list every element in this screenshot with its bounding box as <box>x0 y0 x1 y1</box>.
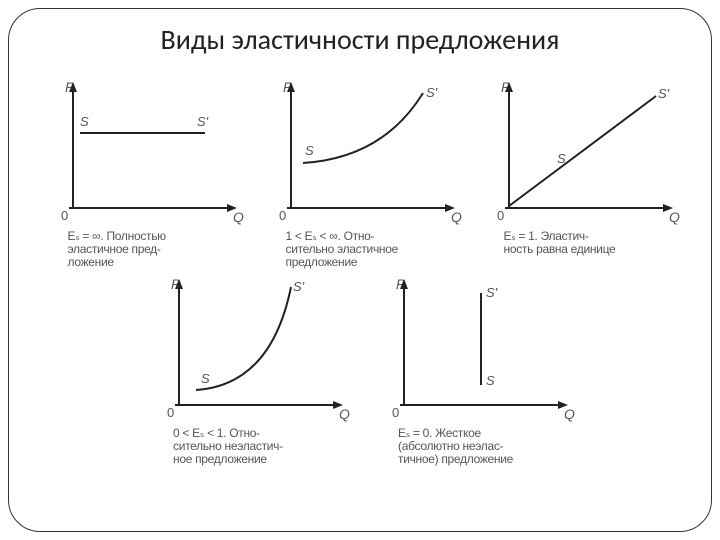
curve-end-label: S' <box>293 279 305 294</box>
x-axis-label: Q <box>564 406 575 422</box>
panel-perfectly-inelastic: P 0 Q S S' Eₛ = 0. Жесткое (абсолютно не… <box>386 275 581 466</box>
curve-end-label: S' <box>658 86 670 101</box>
curve-start-label: S <box>305 143 314 158</box>
panel-relatively-elastic: P 0 Q S S' 1 < Eₛ < ∞. Отно- сительно эл… <box>273 78 468 269</box>
origin-label: 0 <box>167 405 174 420</box>
curve-end-label: S' <box>486 285 498 300</box>
supply-curve <box>303 93 423 163</box>
curve-start-label: S <box>557 151 566 166</box>
chart-unit-elastic: P 0 Q S S' <box>491 78 686 228</box>
caption-perfectly-inelastic: Eₛ = 0. Жесткое (абсолютно неэлас- тично… <box>398 427 568 466</box>
chart-relatively-elastic: P 0 Q S S' <box>273 78 468 228</box>
x-axis-label: Q <box>451 209 462 225</box>
x-axis-label: Q <box>339 406 350 422</box>
chart-grid: P 0 Q S S' Eₛ = ∞. Полностью эластичное … <box>55 78 686 466</box>
curve-end-label: S' <box>426 85 438 100</box>
panel-relatively-inelastic: P 0 Q S S' 0 < Eₛ < 1. Отно- сительно не… <box>161 275 356 466</box>
origin-label: 0 <box>279 208 286 223</box>
origin-label: 0 <box>392 405 399 420</box>
origin-label: 0 <box>61 208 68 223</box>
chart-relatively-inelastic: P 0 Q S S' <box>161 275 356 425</box>
caption-relatively-elastic: 1 < Eₛ < ∞. Отно- сительно эластичное пр… <box>286 230 456 269</box>
curve-start-label: S <box>80 114 89 129</box>
panel-unit-elastic: P 0 Q S S' Eₛ = 1. Эластич- ность равна … <box>491 78 686 269</box>
curve-start-label: S <box>486 373 495 388</box>
panel-perfectly-elastic: P 0 Q S S' Eₛ = ∞. Полностью эластичное … <box>55 78 250 269</box>
chart-perfectly-elastic: P 0 Q S S' <box>55 78 250 228</box>
origin-label: 0 <box>497 208 504 223</box>
slide-title: Виды эластичности предложения <box>0 22 720 57</box>
chart-row-2: P 0 Q S S' 0 < Eₛ < 1. Отно- сительно не… <box>55 275 686 466</box>
caption-relatively-inelastic: 0 < Eₛ < 1. Отно- сительно неэластич- но… <box>173 427 343 466</box>
supply-curve <box>196 287 291 390</box>
x-axis-label: Q <box>669 209 680 225</box>
x-axis-label: Q <box>233 209 244 225</box>
chart-perfectly-inelastic: P 0 Q S S' <box>386 275 581 425</box>
caption-unit-elastic: Eₛ = 1. Эластич- ность равна единице <box>504 230 674 256</box>
supply-curve <box>509 96 656 206</box>
caption-perfectly-elastic: Eₛ = ∞. Полностью эластичное пред- ложен… <box>68 230 238 269</box>
chart-row-1: P 0 Q S S' Eₛ = ∞. Полностью эластичное … <box>55 78 686 269</box>
curve-start-label: S <box>201 371 210 386</box>
curve-end-label: S' <box>197 114 209 129</box>
